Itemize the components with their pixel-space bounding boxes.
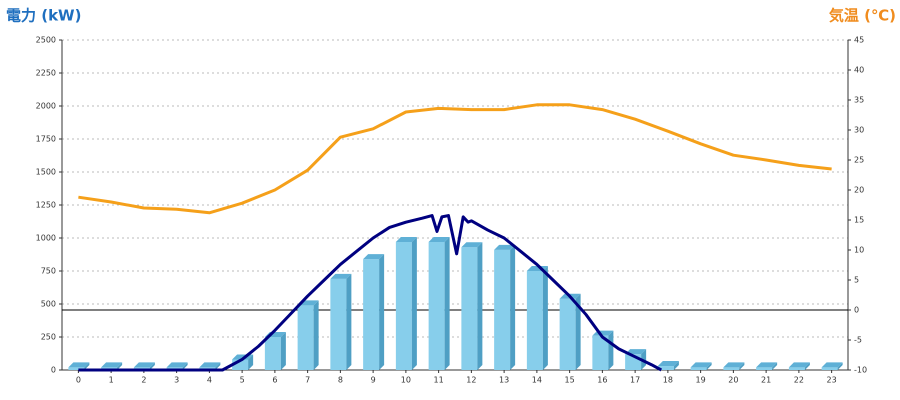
bar xyxy=(363,254,385,370)
y-tick-label: 1250 xyxy=(36,201,56,210)
x-tick-label: 21 xyxy=(761,376,771,385)
y2-tick-label: 25 xyxy=(854,156,864,165)
y-tick-label: 250 xyxy=(41,333,56,342)
x-tick-label: 17 xyxy=(630,376,640,385)
bar xyxy=(592,330,614,370)
x-tick-label: 10 xyxy=(401,376,411,385)
x-tick-label: 3 xyxy=(174,376,179,385)
x-tick-label: 0 xyxy=(76,376,81,385)
x-tick-label: 20 xyxy=(728,376,738,385)
x-tick-label: 9 xyxy=(371,376,376,385)
y-tick-label: 1750 xyxy=(36,135,56,144)
y-tick-label: 2000 xyxy=(36,102,56,111)
bar xyxy=(723,362,745,370)
x-tick-label: 14 xyxy=(532,376,542,385)
y-axis-title: 電力 (kW) xyxy=(6,7,81,25)
x-tick-label: 1 xyxy=(109,376,114,385)
bar xyxy=(68,362,90,370)
y-tick-label: 2250 xyxy=(36,69,56,78)
bar xyxy=(330,273,352,370)
y2-tick-label: 20 xyxy=(854,186,864,195)
x-tick-label: 8 xyxy=(338,376,343,385)
y2-axis-title: 気温 (℃) xyxy=(829,7,896,25)
x-tick-label: 5 xyxy=(240,376,245,385)
y-tick-label: 750 xyxy=(41,267,56,276)
x-tick-label: 15 xyxy=(565,376,575,385)
bar xyxy=(756,362,778,370)
y2-tick-label: 5 xyxy=(854,276,859,285)
x-tick-label: 13 xyxy=(499,376,509,385)
bar xyxy=(526,266,548,370)
x-tick-label: 7 xyxy=(305,376,310,385)
x-tick-label: 4 xyxy=(207,376,212,385)
y2-tick-label: 0 xyxy=(854,306,859,315)
y2-tick-label: -5 xyxy=(854,336,862,345)
x-tick-label: 2 xyxy=(141,376,146,385)
y2-tick-label: 10 xyxy=(854,246,864,255)
x-tick-label: 16 xyxy=(597,376,607,385)
line xyxy=(78,103,832,215)
x-tick-label: 12 xyxy=(466,376,476,385)
bar xyxy=(788,362,810,370)
bar xyxy=(461,242,483,370)
y-tick-label: 0 xyxy=(51,366,56,375)
bar xyxy=(264,332,286,370)
x-tick-label: 18 xyxy=(663,376,673,385)
y2-tick-label: 35 xyxy=(854,96,864,105)
y-tick-label: 500 xyxy=(41,300,56,309)
y2-tick-label: 45 xyxy=(854,36,864,45)
x-tick-label: 11 xyxy=(434,376,444,385)
x-tick-label: 23 xyxy=(827,376,837,385)
x-tick-label: 22 xyxy=(794,376,804,385)
y2-tick-label: -10 xyxy=(854,366,867,375)
y-tick-label: 2500 xyxy=(36,36,56,45)
line xyxy=(78,214,663,372)
bar xyxy=(494,244,516,370)
bar xyxy=(657,361,679,370)
bar xyxy=(690,362,712,370)
bar xyxy=(428,236,450,370)
y2-tick-label: 30 xyxy=(854,126,864,135)
x-tick-label: 19 xyxy=(696,376,706,385)
x-tick-label: 6 xyxy=(272,376,277,385)
bar xyxy=(821,362,843,370)
y-tick-label: 1000 xyxy=(36,234,56,243)
bar xyxy=(297,300,319,370)
y2-tick-label: 15 xyxy=(854,216,864,225)
bar xyxy=(395,236,417,370)
y-tick-label: 1500 xyxy=(36,168,56,177)
y2-tick-label: 40 xyxy=(854,66,864,75)
